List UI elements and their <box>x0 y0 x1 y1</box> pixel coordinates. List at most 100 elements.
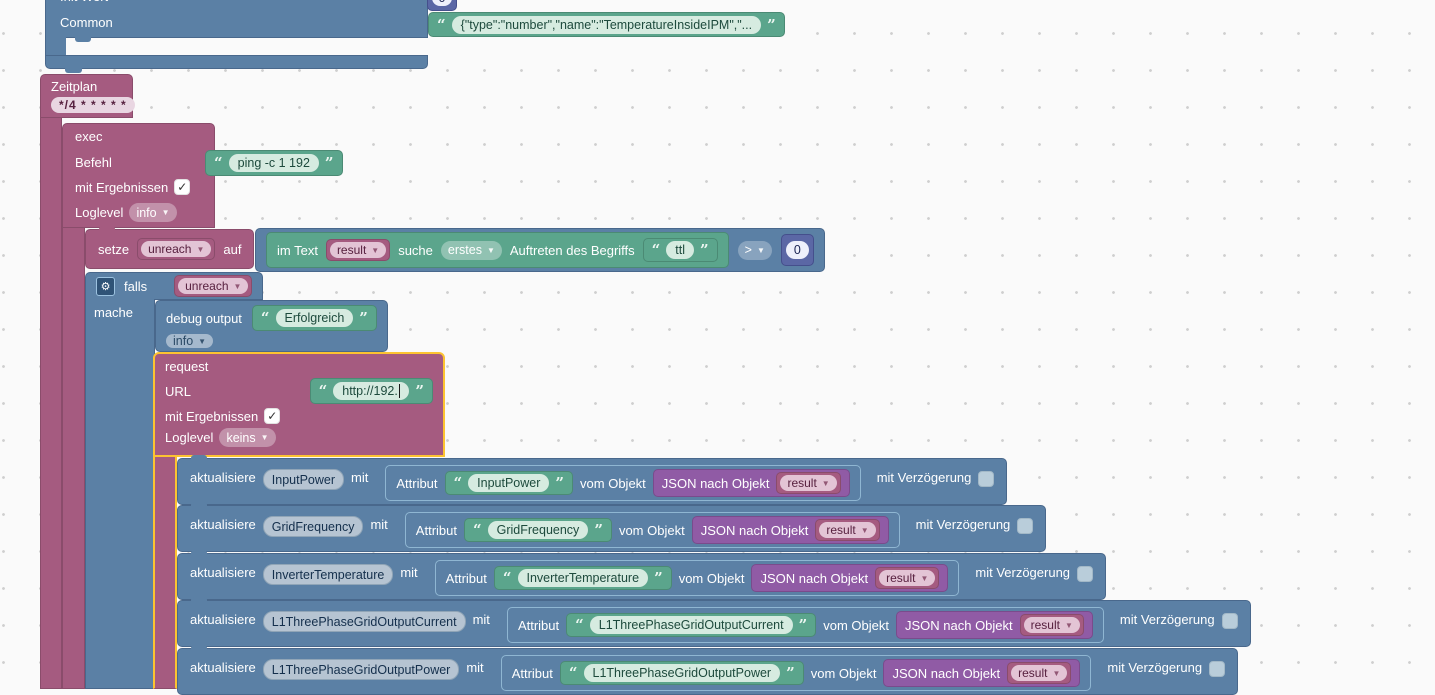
loglevel-dropdown[interactable]: info ▼ <box>129 203 177 222</box>
text-cursor <box>398 384 401 398</box>
attribute-string-block[interactable]: “ L1ThreePhaseGridOutputCurrent ” <box>566 613 817 637</box>
json-to-object-block[interactable]: JSON nach Objekt result ▼ <box>751 564 949 592</box>
init-common-block-bottom[interactable] <box>45 55 428 69</box>
debug-loglevel-dropdown[interactable]: info ▼ <box>166 334 214 348</box>
json-to-object-block[interactable]: JSON nach Objekt result ▼ <box>883 659 1081 687</box>
request-loglevel-dropdown[interactable]: keins ▼ <box>219 428 276 447</box>
logic-compare-block[interactable]: im Text result ▼ suche erstes ▼ Auftreten … <box>255 228 825 272</box>
compare-number-block[interactable]: 0 <box>780 234 814 266</box>
update-state-block[interactable]: aktualisiere InputPower mit Attribut “ I… <box>177 455 1008 505</box>
variable-dropdown[interactable]: result ▼ <box>780 475 837 491</box>
attribute-string-block[interactable]: “ InputPower ” <box>444 471 574 495</box>
variable-block[interactable]: result ▼ <box>325 239 391 261</box>
update-state-block[interactable]: aktualisiere GridFrequency mit Attribut … <box>177 502 1047 552</box>
attribute-string-block[interactable]: “ L1ThreePhaseGridOutputPower ” <box>559 661 804 685</box>
variable-block[interactable]: unreach ▼ <box>174 275 253 297</box>
chevron-down-icon: ▼ <box>1052 668 1061 678</box>
get-attribute-block[interactable]: Attribut “ L1ThreePhaseGridOutputCurrent… <box>506 607 1104 643</box>
get-attribute-block[interactable]: Attribut “ L1ThreePhaseGridOutputPower ”… <box>500 655 1092 691</box>
variable-dropdown[interactable]: result ▼ <box>819 522 876 538</box>
variable-block[interactable]: result ▼ <box>815 519 880 541</box>
delay-checkbox[interactable] <box>1077 566 1094 582</box>
debug-block[interactable]: debug output “ Erfolgreich ” info ▼ <box>155 300 388 352</box>
variable-dropdown[interactable]: result ▼ <box>1011 665 1068 681</box>
variable-block[interactable]: result ▼ <box>1007 662 1072 684</box>
url-string-block[interactable]: “ http://192. ” <box>309 378 433 404</box>
schedule-block-spine[interactable] <box>40 116 62 689</box>
number-field[interactable]: 0 <box>785 241 809 259</box>
exec-block[interactable]: exec Befehl mit Ergebnissen ✓ Loglevel i… <box>62 123 215 228</box>
close-quote-icon: ” <box>324 154 334 172</box>
get-attribute-block[interactable]: Attribut “ InverterTemperature ” vom Obj… <box>434 560 960 596</box>
url-field[interactable]: http://192. <box>333 382 410 400</box>
chevron-down-icon: ▼ <box>821 478 830 488</box>
term-string-block[interactable]: “ ttl ” <box>642 238 718 262</box>
set-variable-block[interactable]: setze unreach ▼ auf <box>85 226 255 269</box>
attribute-field[interactable]: InverterTemperature <box>517 569 649 587</box>
compare-operator-dropdown[interactable]: > ▼ <box>737 240 772 260</box>
cron-field[interactable]: */4 * * * * * <box>51 97 135 113</box>
occurrence-mode-dropdown[interactable]: erstes ▼ <box>440 240 502 260</box>
with-results-checkbox[interactable]: ✓ <box>174 179 191 195</box>
attribute-field[interactable]: InputPower <box>468 474 550 492</box>
text-indexof-block[interactable]: im Text result ▼ suche erstes ▼ Auftreten … <box>266 232 729 268</box>
check-icon: ✓ <box>267 409 278 423</box>
get-attribute-block[interactable]: Attribut “ GridFrequency ” vom Objekt JS… <box>404 512 900 548</box>
common-json-field[interactable]: {"type":"number","name":"TemperatureInsi… <box>451 15 762 34</box>
debug-message-field[interactable]: Erfolgreich <box>275 309 354 327</box>
variable-dropdown[interactable]: result ▼ <box>329 242 387 258</box>
update-state-block[interactable]: aktualisiere L1ThreePhaseGridOutputCurre… <box>177 597 1251 647</box>
number-field[interactable]: 0 <box>431 0 453 6</box>
init-value-number-block[interactable]: 0 <box>427 0 457 11</box>
init-common-block[interactable]: Init Wert Common <box>45 0 428 38</box>
variable-block[interactable]: result ▼ <box>875 567 940 589</box>
delay-checkbox[interactable] <box>1221 613 1238 629</box>
get-attribute-block[interactable]: Attribut “ InputPower ” vom Objekt JSON … <box>385 465 861 501</box>
json-to-object-block[interactable]: JSON nach Objekt result ▼ <box>652 469 850 497</box>
request-block-spine[interactable] <box>153 457 177 689</box>
if-block-do-spine[interactable]: mache <box>85 299 155 689</box>
variable-dropdown[interactable]: result ▼ <box>1023 617 1080 633</box>
command-field[interactable]: ping -c 1 192 <box>228 154 319 172</box>
attribute-field[interactable]: L1ThreePhaseGridOutputCurrent <box>589 616 793 634</box>
with-results-label: mit Ergebnissen <box>165 408 259 424</box>
attribute-string-block[interactable]: “ GridFrequency ” <box>463 518 612 542</box>
variable-block[interactable]: unreach ▼ <box>137 238 216 260</box>
close-quote-icon: ” <box>767 15 776 34</box>
attribute-string-block[interactable]: “ InverterTemperature ” <box>493 566 672 590</box>
debug-title: debug output <box>166 310 242 326</box>
with-label: mit <box>472 612 490 627</box>
update-state-block[interactable]: aktualisiere L1ThreePhaseGridOutputPower… <box>177 645 1239 695</box>
command-string-block[interactable]: “ ping -c 1 192 ” <box>205 150 343 176</box>
variable-block[interactable]: result ▼ <box>1019 614 1084 636</box>
state-id-field[interactable]: L1ThreePhaseGridOutputPower <box>262 659 460 680</box>
json-to-object-block[interactable]: JSON nach Objekt result ▼ <box>691 516 889 544</box>
variable-dropdown[interactable]: unreach ▼ <box>178 278 249 294</box>
json-to-object-block[interactable]: JSON nach Objekt result ▼ <box>895 611 1093 639</box>
state-id-field[interactable]: InverterTemperature <box>262 564 394 585</box>
state-id-field[interactable]: GridFrequency <box>262 516 364 537</box>
schedule-block[interactable]: Zeitplan */4 * * * * * <box>40 74 135 118</box>
gear-icon[interactable]: ⚙ <box>96 276 115 296</box>
chevron-down-icon: ▼ <box>260 433 269 442</box>
state-id-field[interactable]: L1ThreePhaseGridOutputCurrent <box>262 611 466 632</box>
exec-block-spine[interactable] <box>62 227 85 689</box>
if-block[interactable]: ⚙ falls unreach ▼ <box>85 272 264 300</box>
variable-dropdown[interactable]: result ▼ <box>879 570 936 586</box>
delay-checkbox[interactable] <box>1209 661 1226 677</box>
state-id-field[interactable]: InputPower <box>262 469 344 490</box>
term-field[interactable]: ttl <box>666 241 695 259</box>
close-quote-icon: ” <box>555 474 565 492</box>
delay-checkbox[interactable] <box>978 471 995 487</box>
common-string-block[interactable]: “ {"type":"number","name":"TemperatureIn… <box>428 12 785 37</box>
update-state-block[interactable]: aktualisiere InverterTemperature mit Att… <box>177 550 1107 600</box>
with-results-checkbox[interactable]: ✓ <box>264 408 281 424</box>
delay-checkbox[interactable] <box>1017 518 1034 534</box>
request-block[interactable]: request URL “ http://192. ” mit Ergebnis… <box>153 352 445 457</box>
variable-dropdown[interactable]: unreach ▼ <box>141 241 212 257</box>
variable-block[interactable]: result ▼ <box>776 472 841 494</box>
attribute-field[interactable]: GridFrequency <box>487 521 589 539</box>
debug-string-block[interactable]: “ Erfolgreich ” <box>251 305 377 331</box>
attribute-field[interactable]: L1ThreePhaseGridOutputPower <box>583 664 781 682</box>
